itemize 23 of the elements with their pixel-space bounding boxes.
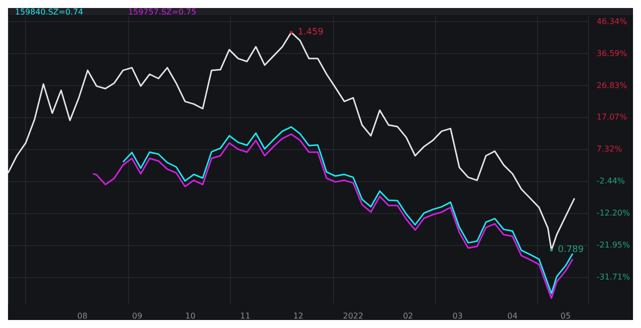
x-tick-label: 05	[560, 312, 571, 320]
y-tick-label: 7.32%	[596, 144, 622, 154]
annotation: 0.789	[558, 245, 584, 255]
x-tick-label: 03	[452, 312, 463, 320]
y-tick-label: -21.95%	[596, 240, 630, 250]
text: 159757.SZ=0.75	[128, 8, 196, 16]
x-tick-label: 10	[185, 312, 196, 320]
x-tick-label: 08	[77, 312, 88, 320]
y-tick-label: 26.83%	[596, 80, 628, 90]
x-tick-label: 09	[132, 312, 142, 320]
y-tick-label: 17.07%	[596, 112, 628, 122]
x-tick-label: 12	[293, 312, 304, 320]
y-tick-label: -12.20%	[596, 208, 630, 218]
y-tick-label: 36.59%	[596, 48, 628, 58]
y-tick-label: -2.44%	[596, 176, 626, 186]
x-tick-label: 02	[402, 312, 414, 320]
y-tick-label: -31.71%	[596, 272, 630, 282]
x-tick-label: 2022	[343, 312, 364, 320]
annotation: 1.459	[298, 27, 324, 38]
x-tick-label: 11	[240, 312, 250, 320]
x-tick-label: 04	[507, 312, 518, 320]
y-tick-label: 46.34%	[596, 16, 628, 26]
text: 159840.SZ=0.74	[15, 8, 84, 16]
